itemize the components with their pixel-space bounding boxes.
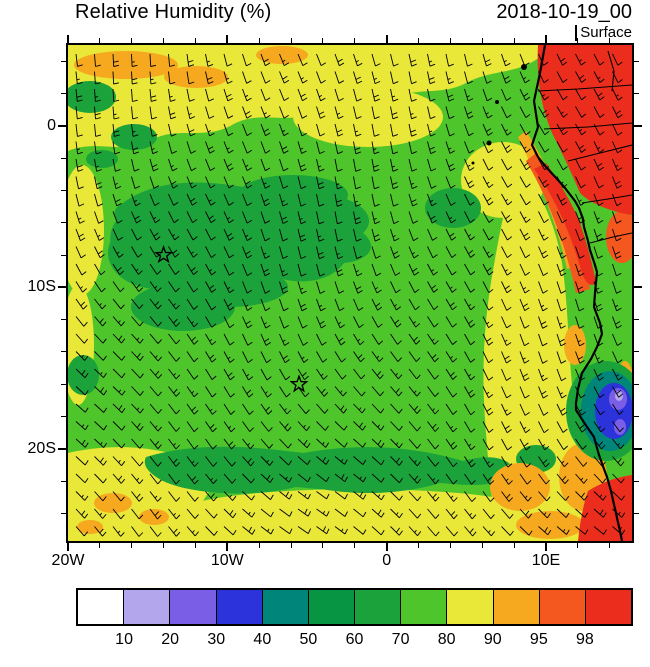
colorbar-label: 40 (253, 631, 272, 648)
geography (471, 45, 632, 541)
axis-tick (634, 480, 639, 482)
axis-tick (634, 383, 639, 385)
star-marker (289, 374, 309, 393)
colorbar-label: 60 (345, 631, 364, 648)
colorbar-box (539, 590, 586, 624)
axis-tick (67, 35, 69, 43)
rh-field (68, 45, 632, 541)
axis-tick (58, 447, 66, 450)
coastline (530, 45, 624, 541)
island-sao-tome (486, 140, 492, 146)
x-axis-label: 0 (382, 552, 392, 569)
colorbar-box (355, 590, 402, 624)
axis-tick (634, 416, 639, 418)
rh-region-60-70 (68, 81, 556, 494)
axis-tick (634, 513, 639, 515)
axis-tick (163, 543, 165, 548)
axis-tick (544, 543, 547, 551)
colorbar-box (262, 590, 309, 624)
axis-tick (418, 543, 419, 548)
island-annobon (471, 161, 475, 165)
axis-tick (385, 35, 388, 43)
colorbar-box (78, 590, 125, 624)
colorbar-label: 20 (161, 631, 180, 648)
axis-tick (194, 543, 196, 548)
axis-tick (634, 92, 639, 94)
axis-tick (634, 124, 642, 127)
axis-tick (58, 124, 66, 127)
colorbar (76, 588, 633, 626)
colorbar-label: 30 (207, 631, 226, 648)
rh-region-95-98 (526, 153, 632, 293)
axis-tick (634, 286, 642, 289)
axis-tick (290, 543, 292, 548)
axis-tick (634, 351, 639, 353)
station-markers (154, 244, 309, 393)
axis-tick (634, 447, 642, 450)
colorbar-label: 10 (115, 631, 133, 648)
x-axis-label: 20W (51, 552, 85, 569)
axis-tick (131, 543, 133, 548)
colorbar-box (447, 590, 494, 624)
y-axis-label: 0 (47, 116, 56, 134)
valid-datetime: 2018-10-19_00 (496, 1, 632, 23)
axis-tick (577, 543, 579, 548)
star-marker (154, 244, 174, 264)
axis-tick (634, 222, 639, 224)
axis-tick (385, 543, 388, 551)
axis-tick (58, 286, 66, 289)
colorbar-box (124, 590, 171, 624)
axis-tick (634, 254, 639, 256)
colorbar-label: 80 (437, 631, 456, 648)
colorbar-label: 70 (391, 631, 410, 648)
y-axis-label: 10S (27, 278, 56, 296)
colorbar-label: 95 (529, 631, 548, 648)
page-title: Relative Humidity (%) (75, 1, 272, 23)
axis-tick (634, 60, 639, 62)
x-axis-label: 10W (210, 552, 244, 569)
axis-tick (481, 543, 483, 548)
axis-tick (67, 543, 69, 551)
axis-tick (354, 543, 356, 548)
colorbar-box (585, 590, 632, 624)
colorbar-box (216, 590, 263, 624)
colorbar-label: 50 (299, 631, 318, 648)
rh-region-80-90 (68, 45, 632, 541)
rh-map-canvas (68, 45, 632, 541)
wind-barbs (75, 53, 626, 537)
colorbar-box (401, 590, 448, 624)
axis-tick (634, 189, 639, 191)
map-panel (66, 43, 634, 543)
axis-tick (634, 157, 639, 159)
colorbar-label: 90 (483, 631, 502, 648)
axis-tick (99, 543, 101, 548)
island-principe (495, 100, 499, 104)
axis-tick (226, 543, 229, 551)
axis-tick (544, 35, 547, 43)
axis-tick (258, 543, 260, 548)
y-axis-label: 20S (27, 439, 56, 457)
colorbar-box (308, 590, 356, 624)
x-axis-label: 10E (531, 552, 561, 569)
axis-tick (513, 543, 515, 548)
colorbar-box (493, 590, 540, 624)
colorbar-label: 98 (576, 631, 594, 648)
islands (471, 64, 527, 165)
colorbar-box (170, 590, 217, 624)
country-borders (537, 50, 632, 244)
axis-tick (226, 35, 229, 43)
rh-region-gt-98 (534, 45, 632, 541)
axis-tick (322, 543, 324, 548)
level-label: Surface (575, 25, 632, 41)
axis-tick (609, 543, 611, 548)
axis-tick (634, 319, 639, 321)
axis-tick (449, 543, 451, 548)
